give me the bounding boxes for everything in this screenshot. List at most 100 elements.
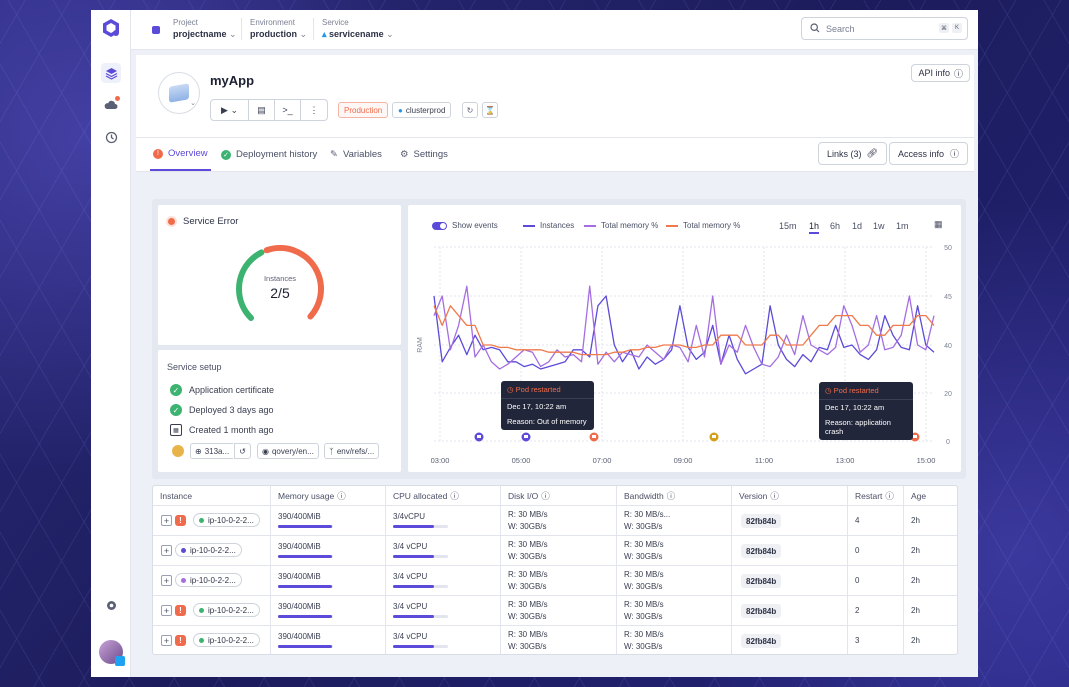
calendar-icon[interactable]: ▦ [934,219,943,229]
bandwidth-read-value: R: 30 MB/s [624,570,664,579]
search-input[interactable]: Search ⌘ K [801,17,968,40]
settings-gear-icon[interactable] [101,595,121,615]
info-icon: ⓘ [337,490,346,501]
column-header-age[interactable]: Age [904,486,926,505]
memory-usage-value: 390/400MiB [278,632,321,641]
column-header-label: Instance [160,490,193,501]
instance-pill[interactable]: ip-10-0-2-2... [175,543,242,557]
repository-link[interactable]: ◉ qovery/en... [257,443,319,459]
cpu-allocated-value: 3/4 vCPU [393,572,428,581]
branch-link[interactable]: ᛉ env/refs/... [324,443,380,459]
table-row[interactable]: + ip-10-0-2-2... 390/400MiB 3/4 vCPU R: 30 M… [153,535,957,565]
column-header-bandwidth[interactable]: Bandwidth ⓘ [617,486,675,505]
series-line-memory-purple [433,285,935,370]
terminal-icon[interactable]: >_ [275,100,301,120]
logs-icon[interactable]: ▤ [249,100,275,120]
kbd-cmd: ⌘ [939,23,949,33]
bandwidth-write-value: W: 30GB/s [624,582,663,591]
expand-icon[interactable]: + [161,605,172,616]
toggle-switch[interactable] [432,221,447,230]
cpu-allocated-fill [393,525,435,528]
info-icon: ⓘ [885,490,894,501]
layers-icon[interactable] [101,63,121,83]
version-badge[interactable]: 82fb84b [741,574,782,588]
x-tick-label: 11:00 [755,456,773,465]
top-bar: Project projectname Environment producti… [131,10,978,50]
expand-icon[interactable]: + [161,575,172,586]
check-icon: ✓ [221,149,231,160]
history-icon[interactable] [101,127,121,147]
instances-gauge [236,245,324,333]
tab-bar: ! Overview ✓ Deployment history ✎ Variab… [136,137,974,172]
version-badge[interactable]: 82fb84b [741,544,782,558]
access-info-button[interactable]: Access info ⓘ [889,142,969,165]
range-1d[interactable]: 1d [852,221,863,231]
hourglass-icon[interactable]: ⌛ [482,102,498,118]
tab-overview[interactable]: ! Overview [150,138,211,171]
refresh-icon[interactable]: ↻ [462,102,478,118]
series-line-memory-orange [433,305,935,356]
version-badge[interactable]: 82fb84b [741,604,782,618]
tab-settings[interactable]: ⚙ Settings [400,138,448,171]
more-icon[interactable]: ⋮ [309,104,319,115]
range-1m[interactable]: 1m [896,221,909,231]
table-row[interactable]: +! ip-10-0-2-2... 390/400MiB 3/4 vCPU R: 30 … [153,625,957,655]
column-header-memory-usage[interactable]: Memory usage ⓘ [271,486,346,505]
range-1w[interactable]: 1w [873,221,885,231]
legend-item: Total memory % [584,221,658,230]
breadcrumb-project[interactable]: Project projectname [173,18,237,40]
expand-icon[interactable]: + [161,515,172,526]
github-icon: ◉ [262,446,269,456]
breadcrumb-service[interactable]: Service ▴ servicename [322,18,394,40]
memory-usage-bar [278,525,333,528]
instance-pill[interactable]: ip-10-0-2-2... [193,633,260,647]
api-info-button[interactable]: API info ⓘ [911,64,970,82]
table-row[interactable]: +! ip-10-0-2-2... 390/400MiB 3/4vCPU R: 30 M… [153,505,957,535]
user-avatar[interactable] [99,640,125,666]
column-header-cpu-allocated[interactable]: CPU allocated ⓘ [386,486,459,505]
column-header-label: Version [739,490,768,501]
branch-label: env/refs/... [336,446,375,456]
column-header-instance[interactable]: Instance [153,486,192,505]
legend-label: Total memory % [601,221,659,230]
links-button[interactable]: Links (3) 🔗︎ [818,142,887,165]
show-events-toggle[interactable]: Show events [432,221,498,230]
expand-icon[interactable]: + [161,545,172,556]
instance-pill[interactable]: ip-10-0-2-2... [175,573,242,587]
commit-hash[interactable]: ⊕ 313a... [190,443,234,459]
info-icon: ⓘ [953,68,963,79]
column-header-version[interactable]: Version ⓘ [732,486,779,505]
qovery-logo-icon[interactable] [101,18,121,38]
event-marker-glyph [524,435,528,438]
version-badge[interactable]: 82fb84b [741,514,782,528]
range-15m[interactable]: 15m [779,221,797,231]
version-badge[interactable]: 82fb84b [741,634,782,648]
range-1h[interactable]: 1h [809,221,820,234]
service-status: Service Error [168,216,238,227]
instance-name: ip-10-0-2-2... [208,605,254,615]
info-icon: ⓘ [541,490,550,501]
event-tooltip: ◷ Pod restarted Dec 17, 10:22 am Reason:… [819,382,913,440]
column-separator [270,486,271,654]
column-header-restart[interactable]: Restart ⓘ [848,486,894,505]
expand-icon[interactable]: + [161,635,172,646]
event-reason: Reason: application crash [825,418,891,436]
revert-icon[interactable]: ↺ [234,443,251,459]
table-row[interactable]: +! ip-10-0-2-2... 390/400MiB 3/4 vCPU R: 30 … [153,595,957,625]
breadcrumb-environment[interactable]: Environment production [250,18,307,40]
x-tick-label: 03:00 [431,456,450,465]
instance-pill[interactable]: ip-10-0-2-2... [193,513,260,527]
y-tick-label: 45 [944,294,952,301]
chevron-down-icon[interactable]: ⌄ [190,100,196,107]
event-marker-glyph [712,435,716,438]
gauge-value: 2/5 [270,285,290,301]
column-header-disk-io[interactable]: Disk I/O ⓘ [501,486,550,505]
tab-variables[interactable]: ✎ Variables [330,138,382,171]
table-row[interactable]: + ip-10-0-2-2... 390/400MiB 3/4 vCPU R: 30 M… [153,565,957,595]
instance-pill[interactable]: ip-10-0-2-2... [193,603,260,617]
cloud-icon[interactable] [101,95,121,115]
tab-deployment-history[interactable]: ✓ Deployment history [221,138,317,171]
deploy-button[interactable]: ▶ ⌄ [211,100,249,120]
cpu-allocated-bar [393,585,448,588]
range-6h[interactable]: 6h [830,221,841,231]
